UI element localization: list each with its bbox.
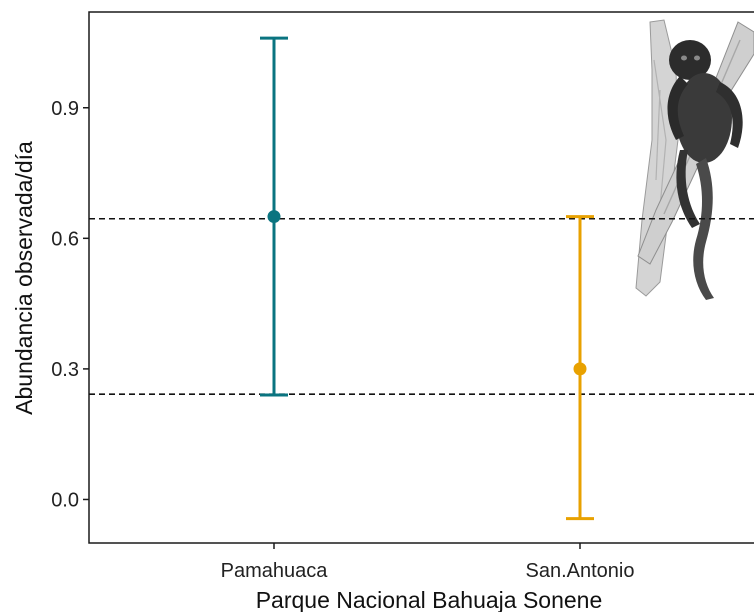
y-tick-label: 0.0 [51,489,79,511]
x-axis-label: Parque Nacional Bahuaja Sonene [256,587,603,612]
y-axis: 0.0 0.3 0.6 0.9 [51,98,89,511]
data-point [267,210,281,224]
error-bar-pamahuaca [260,36,288,397]
x-tick-label: Pamahuaca [221,560,329,582]
monkey-photo [635,19,754,300]
y-tick-label: 0.9 [51,98,79,120]
y-tick-label: 0.3 [51,359,79,381]
x-axis: Pamahuaca San.Antonio [221,543,635,582]
y-axis-label: Abundancia observada/día [11,141,37,415]
error-bars [260,36,594,521]
data-point [573,362,587,376]
x-tick-label: San.Antonio [526,560,635,582]
y-tick-label: 0.6 [51,228,79,250]
error-bar-san-antonio [566,215,594,521]
reference-lines [89,217,754,395]
